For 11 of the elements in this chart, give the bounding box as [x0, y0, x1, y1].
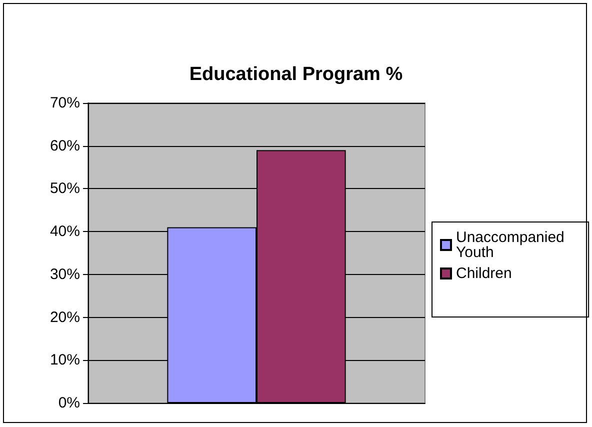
y-tick-label: 40% [50, 223, 80, 240]
legend-label: Children [456, 265, 512, 282]
y-tick-label: 0% [58, 394, 80, 412]
legend-label: Unaccompanied Youth [456, 229, 569, 261]
y-tick-label: 50% [50, 180, 80, 198]
y-tick-label: 70% [50, 94, 80, 112]
y-tick-label: 20% [50, 308, 80, 326]
y-tick-label: 30% [50, 266, 80, 283]
y-tick-label: 60% [50, 137, 80, 154]
y-tick-label: 10% [50, 352, 80, 369]
chart-title: Educational Program % [189, 64, 403, 85]
